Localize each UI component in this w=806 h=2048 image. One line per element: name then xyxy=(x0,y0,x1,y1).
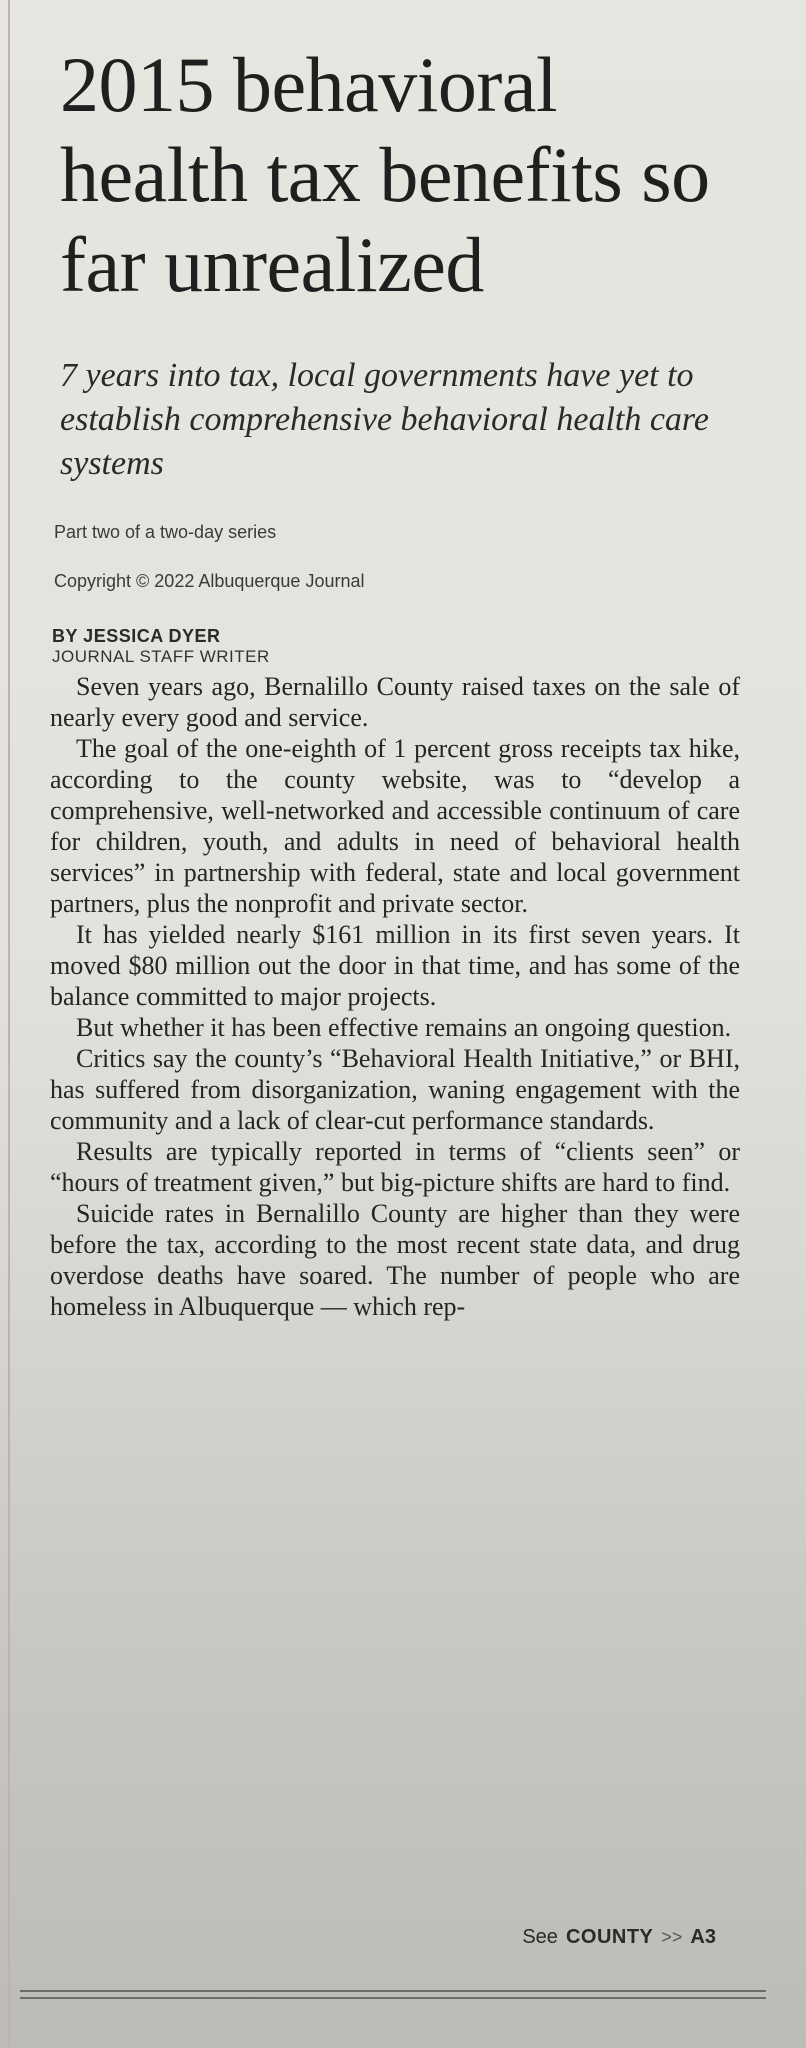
jump-page: A3 xyxy=(690,1926,716,1948)
jump-arrows-icon: >> xyxy=(661,1927,683,1947)
jump-see: See xyxy=(522,1926,558,1948)
divider xyxy=(20,1997,766,1999)
paragraph: It has yielded nearly $161 million in it… xyxy=(50,920,740,1011)
article: 2015 behavioral health tax benefits so f… xyxy=(40,40,740,1322)
paragraph: The goal of the one-eighth of 1 percent … xyxy=(50,734,740,918)
paragraph: Results are typically reported in terms … xyxy=(50,1137,740,1197)
byline-title: JOURNAL STAFF WRITER xyxy=(52,647,270,666)
copyright-line: Copyright © 2022 Albuquerque Journal xyxy=(54,571,365,591)
paragraph: Seven years ago, Bernalillo County raise… xyxy=(50,672,740,732)
divider xyxy=(20,1990,766,1992)
paragraph: Critics say the county’s “Behavioral Hea… xyxy=(50,1044,740,1135)
jump-slug: COUNTY xyxy=(565,1926,654,1948)
deck: 7 years into tax, local governments have… xyxy=(60,357,709,482)
headline: 2015 behavioral health tax benefits so f… xyxy=(60,41,710,308)
article-body: Seven years ago, Bernalillo County raise… xyxy=(50,671,740,1322)
paragraph: But whether it has been effective remain… xyxy=(76,1013,732,1042)
paragraph: Suicide rates in Bernalillo County are h… xyxy=(50,1199,740,1321)
series-note: Part two of a two-day series xyxy=(54,522,277,542)
jump-line: See COUNTY >> A3 xyxy=(522,1926,716,1949)
column-rule xyxy=(8,0,10,2048)
bottom-rules xyxy=(20,1990,766,2004)
byline: BY JESSICA DYER xyxy=(52,626,221,646)
